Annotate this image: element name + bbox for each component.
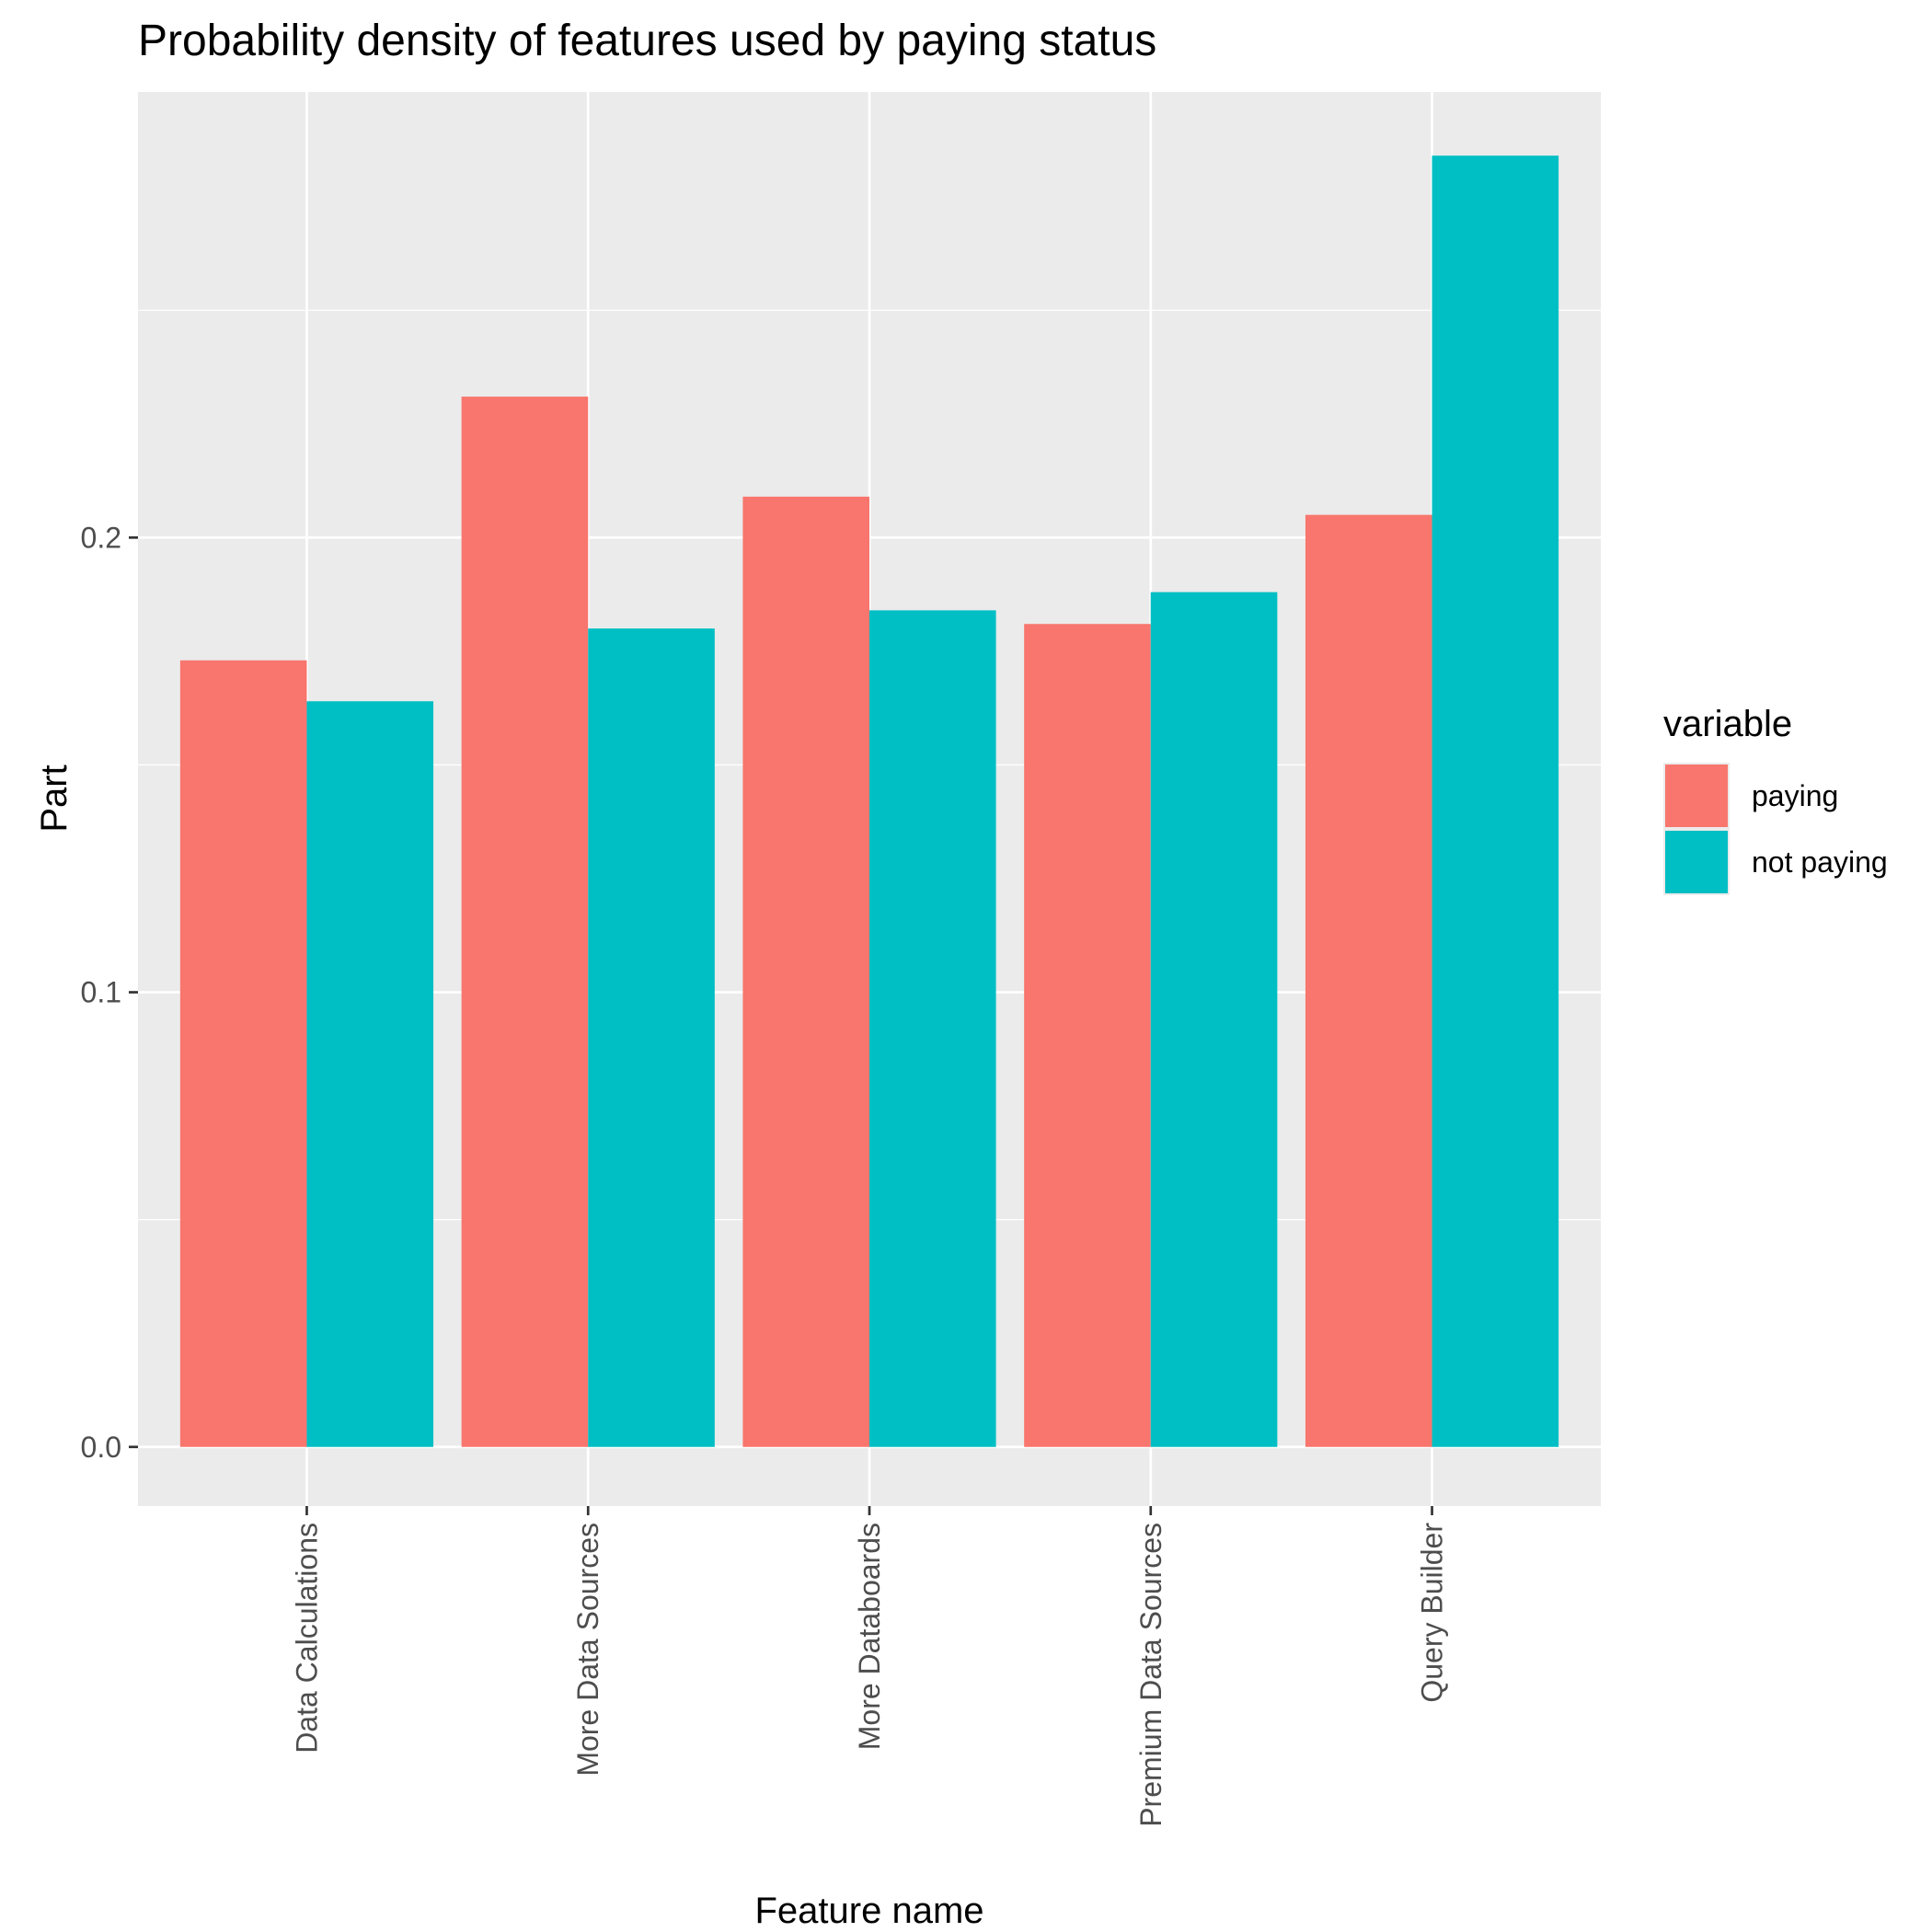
bar-not-paying-data-calculations [306, 701, 434, 1447]
x-tick-label: More Data Sources [571, 1523, 604, 1777]
legend-label-paying: paying [1752, 779, 1838, 812]
y-axis-title: Part [34, 765, 75, 832]
bar-not-paying-query-builder [1432, 155, 1559, 1447]
bar-not-paying-more-databoards [869, 610, 996, 1447]
x-axis: Data Calculations More Data Sources More D… [290, 1506, 1449, 1827]
bars [179, 155, 1559, 1447]
bar-not-paying-premium-data-sources [1150, 592, 1278, 1447]
legend-label-not-paying: not paying [1752, 845, 1888, 879]
bar-paying-data-calculations [179, 660, 307, 1447]
legend-key-paying [1665, 765, 1728, 827]
x-tick-label: Data Calculations [290, 1523, 323, 1754]
bar-paying-more-data-sources [461, 397, 589, 1447]
bar-paying-premium-data-sources [1024, 624, 1151, 1447]
legend: variable paying not paying [1663, 704, 1888, 895]
x-tick-label: Query Builder [1416, 1523, 1449, 1703]
x-tick-label: Premium Data Sources [1134, 1523, 1167, 1827]
chart-title: Probability density of features used by … [138, 17, 1156, 65]
y-tick-label: 0.1 [81, 976, 121, 1009]
bar-paying-more-databoards [742, 496, 869, 1447]
bar-not-paying-more-data-sources [588, 628, 715, 1447]
x-axis-title: Feature name [754, 1891, 983, 1931]
y-tick-label: 0.0 [81, 1431, 121, 1464]
legend-key-not-paying [1665, 831, 1728, 893]
y-tick-label: 0.2 [81, 521, 121, 554]
legend-title: variable [1663, 704, 1792, 744]
bar-paying-query-builder [1305, 514, 1432, 1447]
x-tick-label: More Databoards [853, 1523, 886, 1750]
y-axis: 0.0 0.1 0.2 [81, 521, 138, 1464]
